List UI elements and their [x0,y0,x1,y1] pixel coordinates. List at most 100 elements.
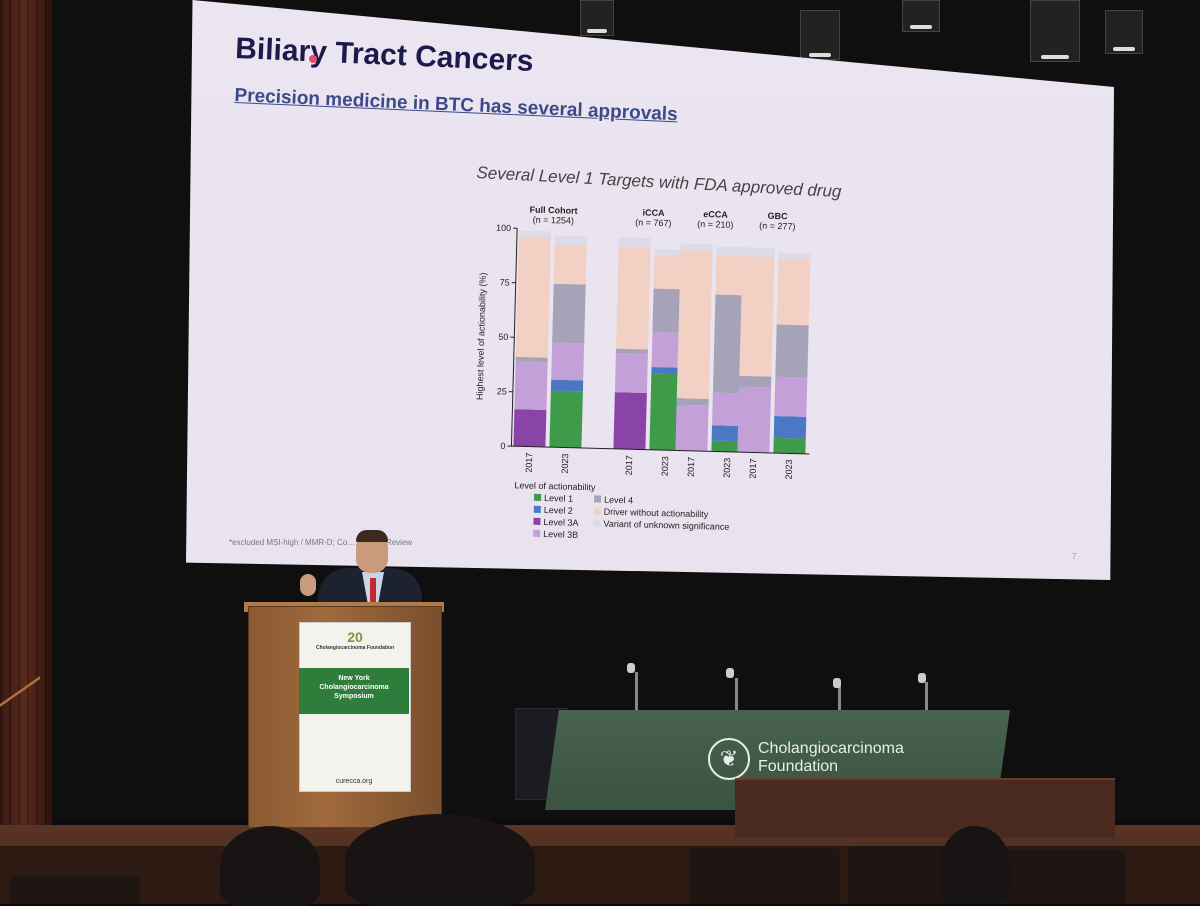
presenter-hair [356,530,388,542]
bar-segment [777,259,811,325]
table-banner-line1: Cholangiocarcinoma [758,740,904,758]
bar-segment [742,247,774,257]
slide-page-number: 7 [1072,552,1076,561]
bar-segment [555,236,587,246]
bar-segment [613,392,646,449]
group-label: GBC [767,211,788,222]
legend-swatch [533,530,540,537]
legend-label: Variant of unknown significance [603,519,729,532]
legend-label: Level 3B [543,529,578,540]
legend-swatch [594,507,601,514]
bar-segment [514,361,547,410]
audience-head [940,826,1010,904]
presenter-hand [300,574,316,596]
microphone-head [918,673,926,683]
group-n-label: (n = 1254) [533,215,575,226]
legend-swatch [534,506,541,513]
bar-segment [774,416,807,439]
sign-foundation: Cholangiocarcinoma Foundation [300,645,410,651]
microphone-head [726,668,734,678]
stage-light [1030,0,1080,62]
bar-segment [775,324,808,377]
bar-segment [739,376,771,388]
x-tick-label: 2017 [748,458,759,478]
y-axis-label: Highest level of actionability (%) [475,272,488,400]
bar-segment [554,244,587,284]
x-tick-label: 2017 [524,453,535,473]
bar-segment [737,387,771,453]
stage-light [800,10,840,60]
y-tick-label: 100 [496,223,511,233]
microphone-head [627,663,635,673]
legend-label: Level 2 [544,505,573,516]
microphone-head [833,678,841,688]
bar-segment [681,243,713,250]
group-n-label: (n = 767) [635,217,672,228]
y-tick-label: 25 [497,386,507,396]
audience-seat [690,848,840,904]
x-tick-label: 2023 [560,453,571,473]
legend-label: Level 3A [543,517,578,528]
bar-segment [616,349,648,354]
bar-segment [677,250,713,399]
microphone [635,672,638,710]
bar-segment [619,237,651,247]
x-tick-label: 2023 [722,458,733,478]
legend-swatch [534,494,541,501]
table-banner-line2: Foundation [758,758,904,776]
bar-segment [551,343,584,381]
bar-segment [778,253,810,260]
x-tick-label: 2023 [660,456,671,476]
legend-label: Driver without actionability [604,507,709,520]
microphone [735,678,738,710]
x-tick-label: 2017 [686,457,697,477]
tree-logo-icon: ❦ [708,738,750,780]
legend-label: Level 4 [604,495,633,506]
group-n-label: (n = 210) [697,219,734,230]
sign-url: curecca.org [299,778,409,785]
bar-segment [773,438,805,454]
x-tick-label: 2017 [624,455,635,475]
microphone [925,682,928,710]
x-tick-label: 2023 [784,459,795,479]
stacked-bar-chart: 0 25 50 75 100 Highest level of actionability… [461,195,830,564]
stage-light [902,0,940,32]
bar-segment [615,353,648,393]
y-tick-label: 75 [500,277,510,287]
group-n-label: (n = 277) [759,221,796,232]
microphone [838,686,841,710]
audience-head [345,814,535,906]
legend-swatch [594,495,601,502]
audience-seat [10,876,140,904]
y-tick-label: 0 [500,441,505,451]
sign-event-line3: Symposium [299,692,409,701]
bar-segment [513,409,546,447]
legend-swatch [593,519,600,526]
bar-segment [774,377,807,417]
bar-segment [552,284,586,344]
stage-front-box [735,778,1115,838]
y-tick-label: 50 [498,332,508,342]
legend-label: Level 1 [544,493,573,504]
podium-sign-band: New York Cholangiocarcinoma Symposium [299,668,409,714]
legend-swatch [533,518,540,525]
bar-segment [516,237,551,358]
stage-light [580,0,614,36]
bar-segment [616,246,651,349]
bar-segment [675,405,708,452]
sign-event-line1: New York [299,674,409,683]
laser-pointer-dot [309,55,317,63]
stage-light [1105,10,1143,54]
bar-segment [551,380,583,392]
group-label: iCCA [642,208,665,219]
bar-segment [519,230,551,237]
legend-title: Level of actionability [514,480,596,492]
group-label: eCCA [703,209,728,220]
audience-head [220,826,320,906]
sign-event-line2: Cholangiocarcinoma [299,683,409,692]
bar-segment [739,256,774,377]
table-banner-text: Cholangiocarcinoma Foundation [758,740,904,776]
anniversary-logo: 20 [300,629,410,645]
bar-segment [549,391,582,448]
bar-segment [516,357,548,362]
